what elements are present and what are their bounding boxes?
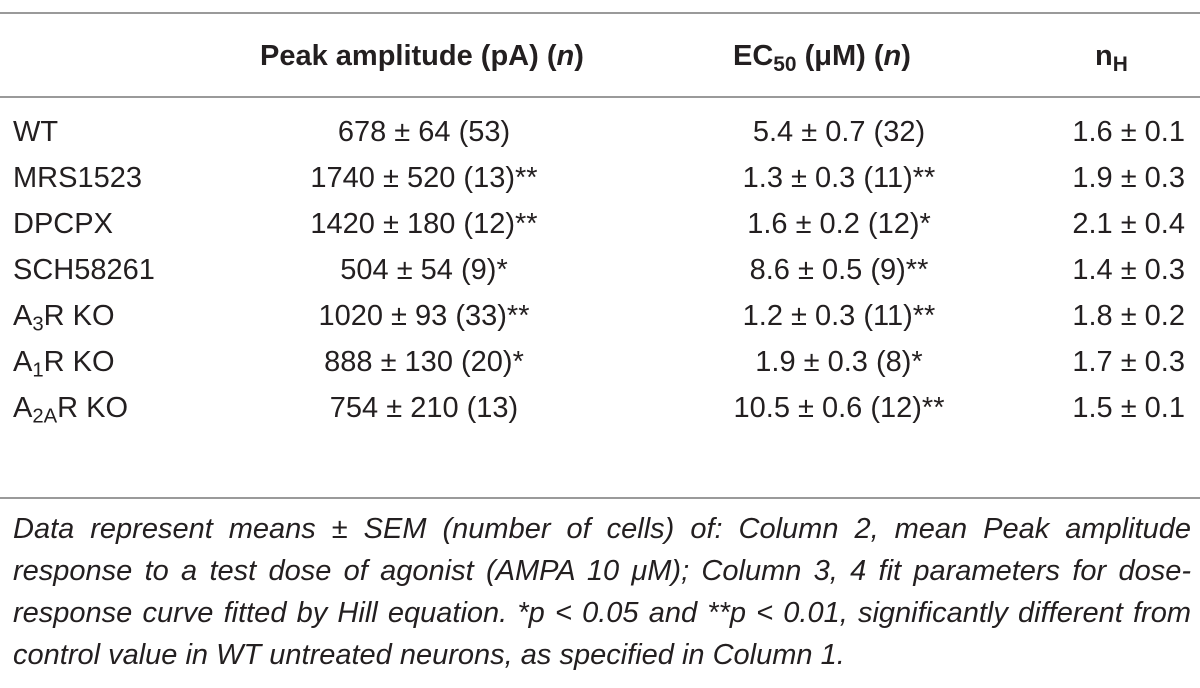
row-label: A1R KO [13,346,115,382]
table-header-rule [0,96,1200,98]
peak-amplitude-cell: 1420 ± 180 (12)** [310,208,538,240]
hill-coefficient-cell: 1.4 ± 0.3 [1072,254,1185,286]
peak-amplitude-cell: 504 ± 54 (9)* [340,254,508,286]
hill-coefficient-cell: 1.9 ± 0.3 [1072,162,1185,194]
row-label: A3R KO [13,300,115,336]
hill-coefficient-cell: 2.1 ± 0.4 [1072,208,1185,240]
ec50-cell: 1.3 ± 0.3 (11)** [742,162,936,194]
ec50-cell: 10.5 ± 0.6 (12)** [733,392,945,424]
table-bottom-rule [0,497,1200,499]
row-label: A2AR KO [13,392,129,428]
table-row: A1R KO 888 ± 130 (20)* 1.9 ± 0.3 (8)* 1.7 ±… [0,339,1200,385]
ec50-cell: 5.4 ± 0.7 (32) [752,116,926,148]
peak-amplitude-cell: 1020 ± 93 (33)** [318,300,530,332]
table-top-rule [0,12,1200,14]
table-row: A3R KO 1020 ± 93 (33)** 1.2 ± 0.3 (11)** 1.… [0,293,1200,339]
hill-coefficient-cell: 1.7 ± 0.3 [1072,346,1185,378]
row-label: WT [13,116,59,148]
peak-amplitude-cell: 754 ± 210 (13) [329,392,519,424]
table-footnote: Data represent means ± SEM (number of ce… [13,513,1191,671]
table-row: MRS1523 1740 ± 520 (13)** 1.3 ± 0.3 (11)**… [0,155,1200,201]
table-row: DPCPX 1420 ± 180 (12)** 1.6 ± 0.2 (12)* 2.1… [0,201,1200,247]
ec50-cell: 1.6 ± 0.2 (12)* [747,208,931,240]
peak-amplitude-cell: 678 ± 64 (53) [337,116,511,148]
column-header-hill-coefficient: nH [1095,40,1128,76]
table-row: SCH58261 504 ± 54 (9)* 8.6 ± 0.5 (9)** 1.4 … [0,247,1200,293]
column-header-ec50: EC50 (μM) (n) [733,40,911,76]
ec50-cell: 1.2 ± 0.3 (11)** [742,300,936,332]
table-row: A2AR KO 754 ± 210 (13) 10.5 ± 0.6 (12)** 1.… [0,385,1200,431]
hill-coefficient-cell: 1.5 ± 0.1 [1072,392,1185,424]
hill-coefficient-cell: 1.8 ± 0.2 [1072,300,1185,332]
row-label: MRS1523 [13,162,142,194]
ec50-cell: 1.9 ± 0.3 (8)* [755,346,923,378]
peak-amplitude-cell: 888 ± 130 (20)* [324,346,524,378]
row-label: DPCPX [13,208,113,240]
row-label: SCH58261 [13,254,155,286]
column-header-peak-amplitude: Peak amplitude (pA) (n) [260,40,584,72]
peak-amplitude-cell: 1740 ± 520 (13)** [310,162,538,194]
hill-coefficient-cell: 1.6 ± 0.1 [1072,116,1185,148]
ec50-cell: 8.6 ± 0.5 (9)** [749,254,929,286]
table-row: WT 678 ± 64 (53) 5.4 ± 0.7 (32) 1.6 ± 0.1 [0,109,1200,155]
